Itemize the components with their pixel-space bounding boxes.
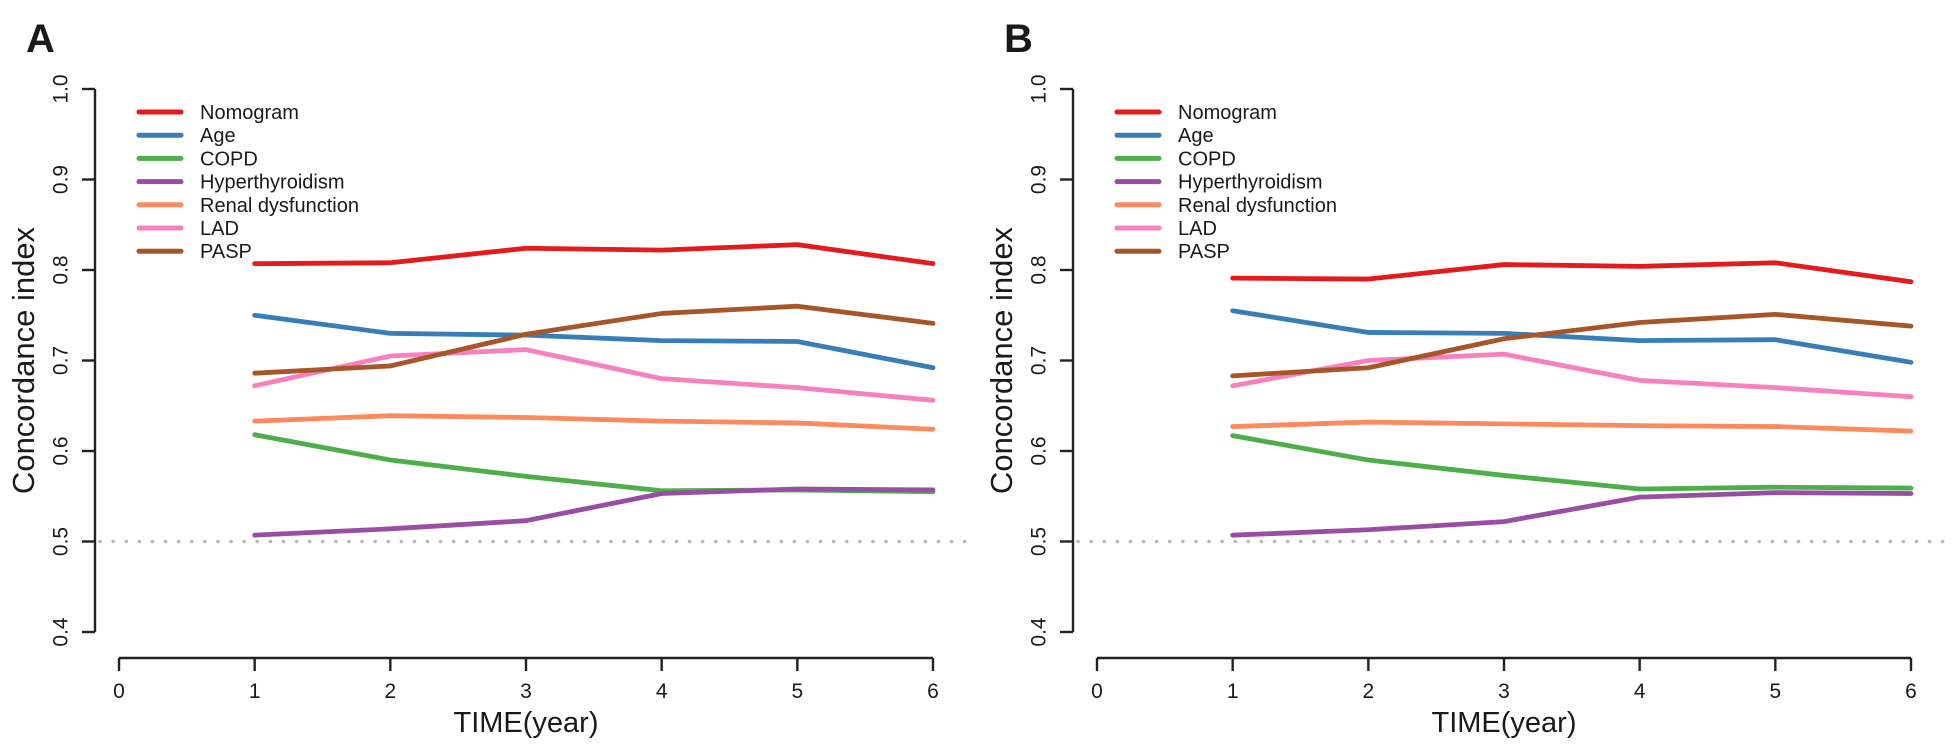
x-tick-label: 4 [656, 680, 668, 703]
series-line-pasp [252, 303, 936, 376]
y-tick-label: 1.0 [1027, 74, 1050, 103]
y-tick-label: 0.5 [50, 527, 73, 556]
y-tick-label: 0.8 [1027, 255, 1050, 284]
x-tick-label: 2 [1362, 680, 1374, 703]
series-line-nomogram [1229, 260, 1913, 285]
y-tick-label: 0.9 [50, 165, 73, 194]
legend-item-pasp: PASP [1114, 241, 1230, 263]
x-axis: 0 1 2 3 4 5 6 TIME(year) [1091, 656, 1917, 739]
x-axis: 0 1 2 3 4 5 6 TIME(year) [113, 656, 939, 739]
x-tick-label: 3 [1498, 680, 1510, 703]
series-line-age [1229, 308, 1913, 365]
y-tick-label: 0.6 [50, 436, 73, 465]
y-tick-label: 0.4 [1027, 617, 1050, 647]
panel-label: A [26, 17, 55, 61]
y-tick-label: 0.4 [50, 617, 73, 647]
x-tick-label: 6 [1905, 680, 1917, 703]
legend-item-copd: COPD [136, 148, 258, 170]
x-tick-label: 0 [113, 680, 125, 703]
legend-item-renal-dysfunction: Renal dysfunction [136, 195, 359, 217]
legend-label: PASP [1178, 241, 1230, 263]
y-axis-title: Concordance index [984, 226, 1019, 494]
series-lines [1229, 260, 1913, 538]
legend-item-hyperthyroidism: Hyperthyroidism [1114, 172, 1322, 194]
y-tick-label: 0.8 [50, 255, 73, 284]
y-tick-label: 0.7 [1027, 346, 1050, 375]
legend-label: LAD [200, 218, 239, 240]
legend-label: PASP [200, 241, 252, 263]
legend-item-renal-dysfunction: Renal dysfunction [1114, 195, 1337, 217]
y-tick-label: 0.6 [1027, 436, 1050, 465]
legend-label: Age [1178, 125, 1214, 147]
series-line-renal-dysfunction [1229, 419, 1913, 434]
y-axis: 0.4 0.5 0.6 0.7 0.8 0.9 1.0 Concordance index [6, 74, 97, 647]
series-line-nomogram [252, 242, 936, 267]
series-line-hyperthyroidism [252, 486, 936, 538]
series-line-pasp [1229, 311, 1913, 379]
y-axis-title: Concordance index [6, 226, 41, 494]
series-line-copd [1229, 433, 1913, 492]
x-tick-label: 5 [791, 680, 803, 703]
y-tick-label: 1.0 [50, 74, 73, 103]
legend-label: Renal dysfunction [1178, 195, 1337, 217]
legend-item-age: Age [1114, 125, 1214, 147]
x-tick-label: 4 [1633, 680, 1645, 703]
panel-label: B [1004, 17, 1033, 61]
series-lines [252, 242, 936, 538]
x-tick-label: 3 [520, 680, 532, 703]
legend-item-copd: COPD [1114, 148, 1236, 170]
x-tick-label: 0 [1091, 680, 1103, 703]
x-axis-title: TIME(year) [454, 707, 599, 739]
legend-label: COPD [200, 148, 258, 170]
x-tick-label: 6 [927, 680, 939, 703]
y-tick-label: 0.7 [50, 346, 73, 375]
legend-item-lad: LAD [136, 218, 239, 240]
legend-label: Nomogram [200, 102, 299, 124]
legend-label: Age [200, 125, 236, 147]
x-axis-title: TIME(year) [1431, 707, 1576, 739]
x-tick-label: 1 [1226, 680, 1238, 703]
y-tick-label: 0.9 [1027, 165, 1050, 194]
series-line-lad [252, 347, 936, 403]
legend-label: Hyperthyroidism [200, 172, 344, 194]
series-line-lad [1229, 351, 1913, 400]
x-tick-label: 2 [384, 680, 396, 703]
legend-label: Renal dysfunction [200, 195, 359, 217]
legend-item-lad: LAD [1114, 218, 1217, 240]
legend-label: Hyperthyroidism [1178, 172, 1322, 194]
legend-item-age: Age [136, 125, 236, 147]
legend-item-hyperthyroidism: Hyperthyroidism [136, 172, 344, 194]
y-axis: 0.4 0.5 0.6 0.7 0.8 0.9 1.0 Concordance index [984, 74, 1074, 647]
y-tick-label: 0.5 [1027, 527, 1050, 556]
series-line-renal-dysfunction [252, 413, 936, 432]
legend-label: LAD [1178, 218, 1217, 240]
legend-item-pasp: PASP [136, 241, 252, 263]
x-tick-label: 1 [249, 680, 261, 703]
legend-item-nomogram: Nomogram [1114, 102, 1277, 124]
legend-label: COPD [1178, 148, 1236, 170]
series-line-hyperthyroidism [1229, 490, 1913, 538]
series-line-copd [252, 432, 936, 495]
x-tick-label: 5 [1769, 680, 1781, 703]
legend-label: Nomogram [1178, 102, 1277, 124]
legend-item-nomogram: Nomogram [136, 102, 299, 124]
series-line-age [252, 312, 936, 371]
